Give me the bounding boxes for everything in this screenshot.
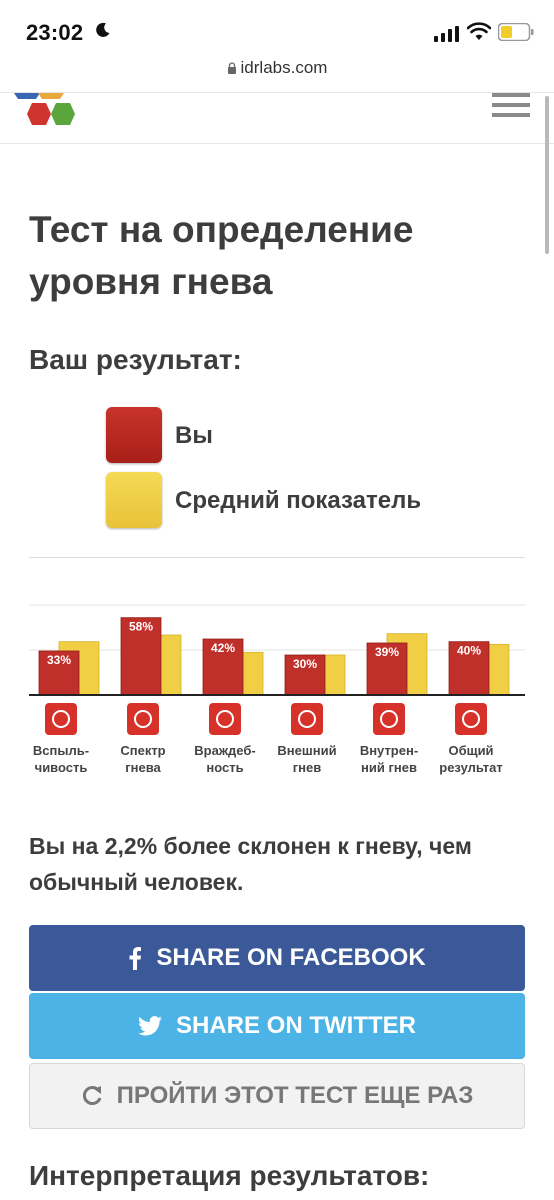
category-label: Спектр bbox=[120, 743, 165, 758]
lock-icon bbox=[227, 62, 236, 74]
bar-you-value-label: 58% bbox=[129, 620, 153, 634]
moon-icon bbox=[96, 22, 110, 37]
share-facebook-label: SHARE ON FACEBOOK bbox=[156, 944, 426, 971]
category-label: Вспыль- bbox=[33, 743, 89, 758]
outward-icon bbox=[291, 703, 323, 735]
inward-icon bbox=[373, 703, 405, 735]
status-time: 23:02 bbox=[26, 20, 84, 45]
divider bbox=[29, 557, 525, 558]
address-bar[interactable]: idrlabs.com bbox=[0, 58, 554, 78]
cellular-signal-icon bbox=[434, 26, 459, 42]
battery-icon bbox=[498, 23, 534, 41]
category-label: ность bbox=[206, 760, 243, 775]
twitter-icon bbox=[138, 1016, 162, 1036]
bar-you-value-label: 42% bbox=[211, 641, 235, 655]
legend-label-you: Вы bbox=[175, 422, 213, 449]
category-label: Внутрен- bbox=[360, 743, 418, 758]
bar-you-value-label: 33% bbox=[47, 653, 71, 667]
icon-glyph bbox=[380, 710, 398, 728]
category-label: Общий bbox=[448, 743, 493, 758]
icon-glyph bbox=[52, 710, 70, 728]
bar-you bbox=[366, 642, 408, 696]
legend-swatch-you bbox=[106, 407, 162, 463]
category-label: результат bbox=[439, 760, 502, 775]
bar-you-value-label: 40% bbox=[457, 644, 481, 658]
legend-swatch-average bbox=[106, 472, 162, 528]
icon-glyph bbox=[134, 710, 152, 728]
icon-glyph bbox=[462, 710, 480, 728]
url-text: idrlabs.com bbox=[240, 58, 328, 77]
wifi-icon bbox=[467, 22, 491, 40]
category-label: Враждеб- bbox=[194, 743, 255, 758]
hamburger-menu-icon[interactable] bbox=[492, 93, 530, 123]
bar-you-value-label: 30% bbox=[293, 657, 317, 671]
refresh-icon bbox=[82, 1086, 102, 1105]
bar-you bbox=[448, 641, 490, 696]
result-conclusion: Вы на 2,2% более склонен к гневу, чем об… bbox=[29, 833, 472, 895]
bar-you bbox=[284, 654, 326, 696]
category-label: чивость bbox=[35, 760, 88, 775]
site-header bbox=[0, 92, 554, 144]
facebook-icon bbox=[129, 947, 142, 970]
hostility-icon bbox=[209, 703, 241, 735]
category-label: Внешний bbox=[277, 743, 336, 758]
overall-graph-icon bbox=[455, 703, 487, 735]
category-label: ний гнев bbox=[361, 760, 417, 775]
category-label: гнева bbox=[125, 760, 161, 775]
share-twitter-button[interactable]: SHARE ON TWITTER bbox=[29, 993, 525, 1059]
storm-icon bbox=[45, 703, 77, 735]
bar-you bbox=[38, 650, 80, 696]
result-heading: Ваш результат: bbox=[29, 344, 242, 375]
status-bar: 23:02 idrlabs.com bbox=[0, 0, 554, 92]
legend-label-average: Средний показатель bbox=[175, 487, 422, 514]
retake-test-button[interactable]: ПРОЙТИ ЭТОТ ТЕСТ ЕЩЕ РАЗ bbox=[29, 1063, 525, 1129]
bar-you bbox=[202, 638, 244, 696]
share-twitter-label: SHARE ON TWITTER bbox=[176, 1012, 416, 1039]
scrollbar[interactable] bbox=[545, 96, 549, 254]
interpretation-heading: Интерпретация результатов: bbox=[29, 1160, 430, 1191]
page-title: Тест на определение уровня гнева bbox=[29, 209, 414, 302]
icon-glyph bbox=[298, 710, 316, 728]
share-facebook-button[interactable]: SHARE ON FACEBOOK bbox=[29, 925, 525, 991]
icon-glyph bbox=[216, 710, 234, 728]
site-logo[interactable] bbox=[14, 93, 84, 133]
bar-you-value-label: 39% bbox=[375, 645, 399, 659]
fan-icon bbox=[127, 703, 159, 735]
category-label: гнев bbox=[293, 760, 322, 775]
retake-test-label: ПРОЙТИ ЭТОТ ТЕСТ ЕЩЕ РАЗ bbox=[116, 1082, 474, 1109]
results-bar-chart: 33% Вспыль-чивость 58% Спектр гнева 42% Вражде… bbox=[29, 604, 525, 775]
